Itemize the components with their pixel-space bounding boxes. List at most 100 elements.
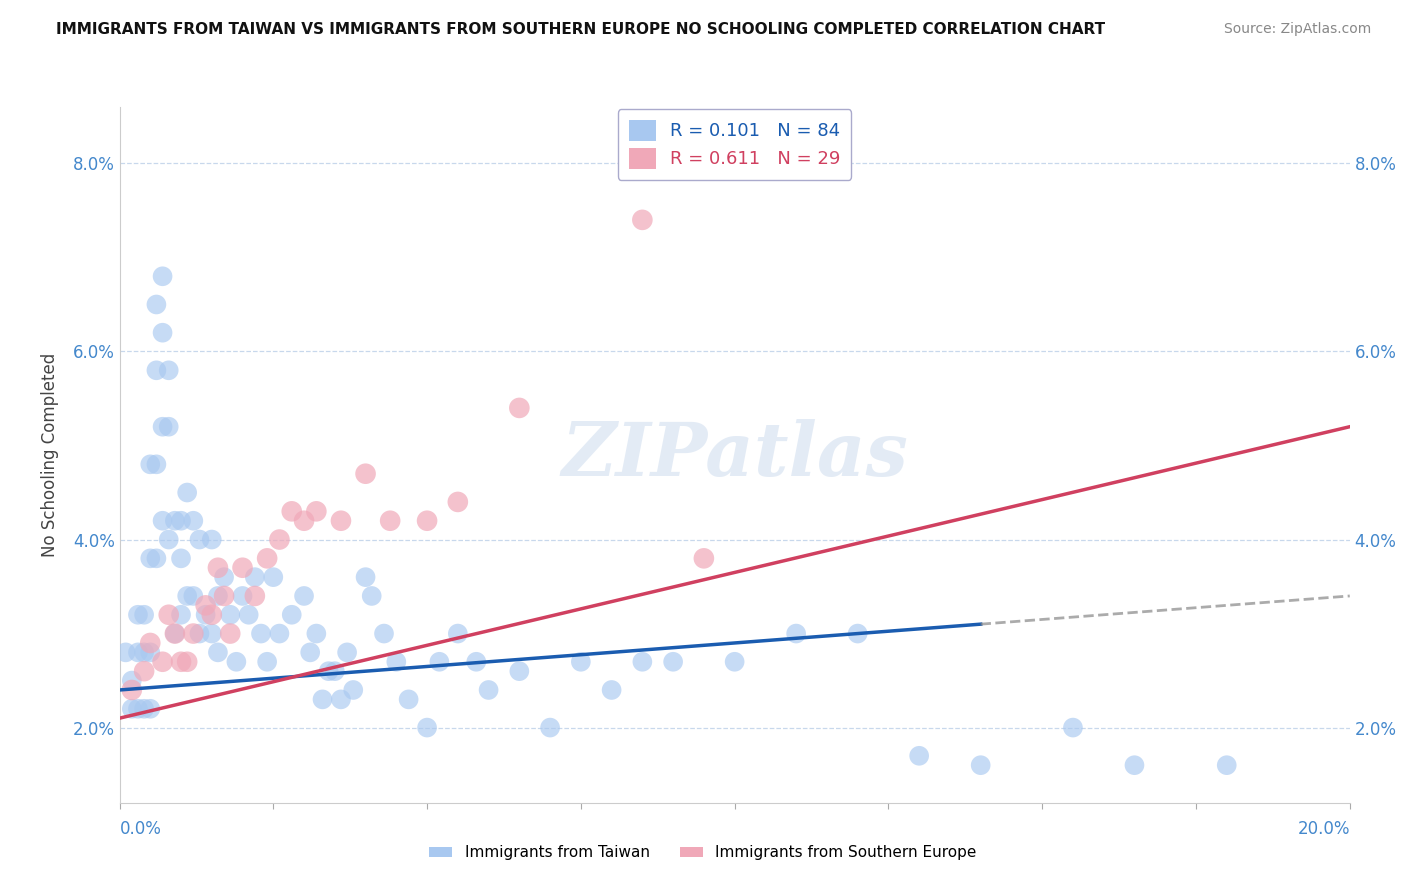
Y-axis label: No Schooling Completed: No Schooling Completed — [41, 353, 59, 557]
Point — [508, 401, 530, 415]
Point — [256, 551, 278, 566]
Point — [631, 655, 654, 669]
Point — [183, 589, 205, 603]
Point — [427, 655, 450, 669]
Point — [225, 655, 247, 669]
Point — [170, 514, 193, 528]
Point — [207, 560, 229, 574]
Point — [157, 419, 180, 434]
Text: IMMIGRANTS FROM TAIWAN VS IMMIGRANTS FROM SOUTHERN EUROPE NO SCHOOLING COMPLETED: IMMIGRANTS FROM TAIWAN VS IMMIGRANTS FRO… — [56, 22, 1105, 37]
Point — [292, 514, 315, 528]
Point — [163, 626, 186, 640]
Point — [183, 514, 205, 528]
Point — [723, 655, 745, 669]
Point — [219, 626, 242, 640]
Point — [323, 664, 346, 678]
Point — [311, 692, 333, 706]
Point — [121, 673, 143, 688]
Point — [299, 645, 322, 659]
Point — [305, 626, 328, 640]
Point — [693, 551, 716, 566]
Point — [908, 748, 931, 763]
Point — [157, 363, 180, 377]
Point — [416, 514, 439, 528]
Point — [238, 607, 260, 622]
Point — [207, 645, 229, 659]
Point — [170, 607, 193, 622]
Point — [145, 458, 167, 472]
Point — [212, 589, 235, 603]
Point — [163, 514, 186, 528]
Point — [378, 514, 402, 528]
Point — [292, 589, 315, 603]
Point — [385, 655, 408, 669]
Point — [416, 721, 439, 735]
Point — [145, 297, 167, 311]
Point — [447, 626, 470, 640]
Point — [139, 702, 162, 716]
Point — [970, 758, 993, 772]
Point — [188, 533, 211, 547]
Point — [139, 458, 162, 472]
Point — [305, 504, 328, 518]
Point — [132, 607, 156, 622]
Point — [170, 551, 193, 566]
Point — [243, 589, 266, 603]
Point — [785, 626, 807, 640]
Point — [1123, 758, 1146, 772]
Point — [127, 645, 149, 659]
Point — [127, 607, 149, 622]
Point — [114, 645, 136, 659]
Point — [170, 655, 193, 669]
Point — [121, 702, 143, 716]
Point — [256, 655, 278, 669]
Point — [152, 419, 174, 434]
Point — [398, 692, 420, 706]
Point — [139, 551, 162, 566]
Point — [318, 664, 340, 678]
Point — [183, 626, 205, 640]
Point — [1062, 721, 1084, 735]
Legend: R = 0.101   N = 84, R = 0.611   N = 29: R = 0.101 N = 84, R = 0.611 N = 29 — [617, 109, 852, 179]
Point — [157, 533, 180, 547]
Point — [201, 626, 224, 640]
Point — [176, 485, 198, 500]
Point — [569, 655, 592, 669]
Point — [846, 626, 869, 640]
Point — [281, 504, 304, 518]
Point — [139, 636, 162, 650]
Point — [132, 664, 156, 678]
Point — [262, 570, 284, 584]
Point — [465, 655, 488, 669]
Point — [477, 683, 501, 698]
Text: 0.0%: 0.0% — [120, 820, 162, 838]
Text: Source: ZipAtlas.com: Source: ZipAtlas.com — [1223, 22, 1371, 37]
Point — [201, 607, 224, 622]
Point — [152, 514, 174, 528]
Point — [360, 589, 382, 603]
Point — [447, 495, 470, 509]
Point — [231, 589, 254, 603]
Point — [508, 664, 530, 678]
Point — [329, 692, 352, 706]
Point — [132, 702, 156, 716]
Point — [201, 533, 224, 547]
Point — [269, 626, 291, 640]
Point — [207, 589, 229, 603]
Point — [132, 645, 156, 659]
Point — [354, 570, 377, 584]
Point — [145, 551, 167, 566]
Point — [329, 514, 352, 528]
Point — [152, 269, 174, 284]
Point — [163, 626, 186, 640]
Point — [188, 626, 211, 640]
Text: 20.0%: 20.0% — [1298, 820, 1350, 838]
Point — [194, 599, 217, 613]
Point — [281, 607, 304, 622]
Legend: Immigrants from Taiwan, Immigrants from Southern Europe: Immigrants from Taiwan, Immigrants from … — [423, 839, 983, 866]
Point — [662, 655, 685, 669]
Point — [600, 683, 623, 698]
Text: ZIPatlas: ZIPatlas — [561, 418, 908, 491]
Point — [176, 655, 198, 669]
Point — [127, 702, 149, 716]
